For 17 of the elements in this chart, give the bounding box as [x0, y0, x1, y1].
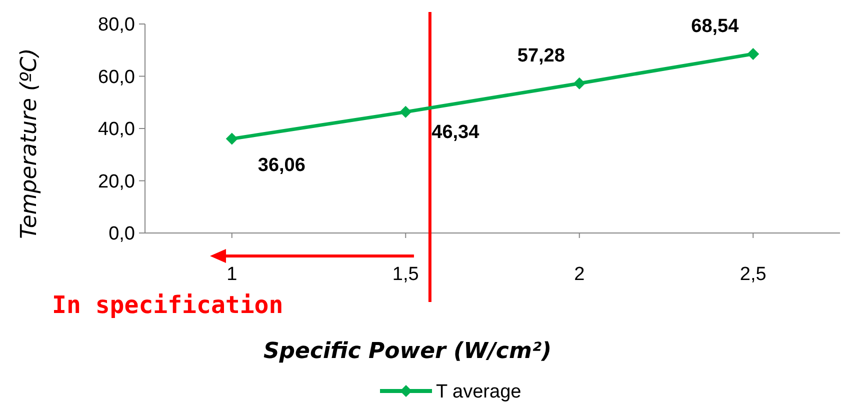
y-tick-label: 60,0: [98, 66, 135, 88]
y-tick-label: 80,0: [98, 14, 135, 36]
y-tick-label: 20,0: [98, 171, 135, 192]
data-label: 68,54: [691, 16, 740, 37]
x-tick-label: 1,5: [392, 264, 419, 285]
x-tick-label: 1: [226, 264, 238, 285]
x-tick-label: 2,5: [740, 264, 766, 285]
y-tick-label: 0,0: [108, 224, 135, 245]
data-label: 46,34: [432, 122, 480, 143]
data-label: 57,28: [517, 45, 565, 66]
y-axis-title: Temperature (ºC): [17, 48, 42, 239]
y-tick-label: 40,0: [98, 119, 135, 140]
x-tick-label: 2: [574, 264, 585, 285]
text: In specification: [52, 291, 284, 319]
legend-label: T average: [436, 382, 522, 403]
x-axis-title: Specific Power (W/cm²): [263, 339, 552, 364]
data-label: 36,06: [258, 154, 306, 176]
